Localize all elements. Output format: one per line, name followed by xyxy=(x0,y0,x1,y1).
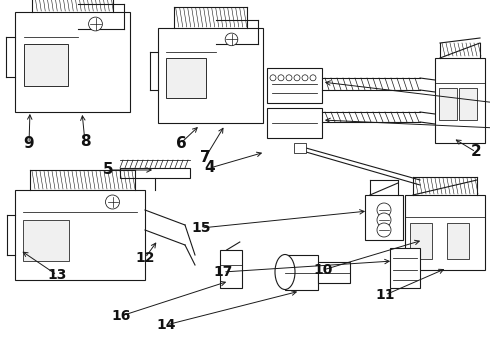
Text: 7: 7 xyxy=(200,150,210,166)
Bar xyxy=(365,195,403,240)
Bar xyxy=(15,12,130,112)
Text: 12: 12 xyxy=(135,251,155,265)
Circle shape xyxy=(225,33,238,46)
Circle shape xyxy=(377,213,391,227)
Bar xyxy=(158,28,263,123)
Text: 10: 10 xyxy=(313,263,333,277)
Text: 11: 11 xyxy=(375,288,395,302)
Bar xyxy=(439,88,457,120)
Bar xyxy=(167,58,206,98)
Circle shape xyxy=(377,203,391,217)
Bar xyxy=(390,248,420,288)
Text: 2: 2 xyxy=(470,144,481,159)
Circle shape xyxy=(302,75,308,81)
Bar xyxy=(15,190,145,280)
Bar xyxy=(220,250,242,288)
Circle shape xyxy=(377,223,391,237)
Text: 6: 6 xyxy=(175,135,186,150)
Bar xyxy=(405,195,485,270)
Circle shape xyxy=(89,17,102,31)
Bar xyxy=(285,255,318,290)
Text: 5: 5 xyxy=(103,162,113,177)
Text: 4: 4 xyxy=(205,161,215,175)
Bar xyxy=(459,88,476,120)
Bar xyxy=(23,220,69,261)
Bar xyxy=(120,168,190,178)
Bar xyxy=(318,262,350,283)
Circle shape xyxy=(310,75,316,81)
Circle shape xyxy=(286,75,292,81)
Text: 16: 16 xyxy=(111,309,131,323)
Bar xyxy=(24,44,68,86)
Text: 8: 8 xyxy=(80,135,90,149)
Text: 15: 15 xyxy=(191,221,211,235)
Text: 17: 17 xyxy=(213,265,233,279)
Text: 9: 9 xyxy=(24,136,34,152)
Bar xyxy=(447,223,469,259)
Text: 13: 13 xyxy=(48,268,67,282)
Circle shape xyxy=(105,195,120,209)
Circle shape xyxy=(294,75,300,81)
Bar xyxy=(267,68,322,103)
Ellipse shape xyxy=(275,255,295,289)
Text: 14: 14 xyxy=(156,318,176,332)
Circle shape xyxy=(270,75,276,81)
Bar xyxy=(435,58,485,143)
Bar xyxy=(294,143,306,153)
Bar xyxy=(410,223,432,259)
Circle shape xyxy=(278,75,284,81)
Bar xyxy=(267,108,322,138)
